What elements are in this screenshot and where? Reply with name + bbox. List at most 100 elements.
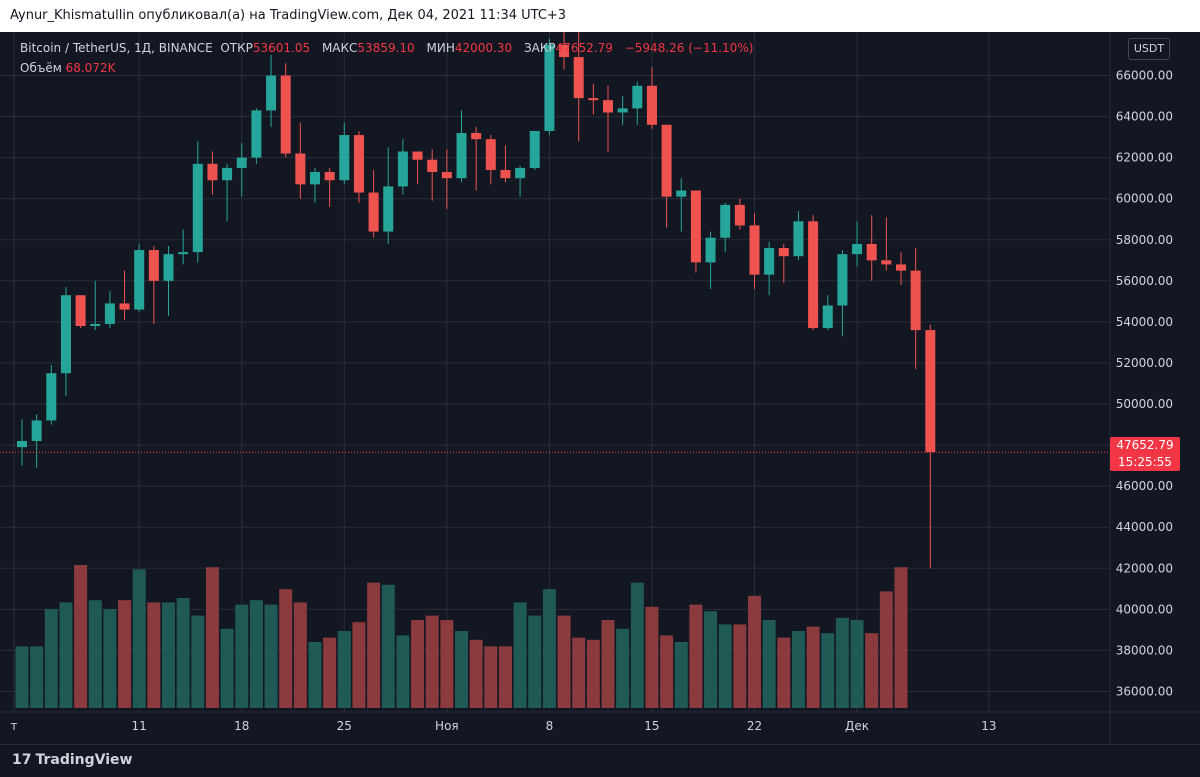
candle-body [295,153,306,185]
volume-bar [689,604,703,708]
x-tick-label: Ноя [435,719,459,733]
volume-bar [191,615,205,708]
candle-body [280,75,291,154]
y-tick-label: 60000.00 [1116,192,1173,206]
volume-bar [586,639,600,708]
volume-bar [630,582,644,708]
y-tick-label: 62000.00 [1116,151,1173,165]
legend-volume-row: Объём 68.072K [20,58,761,78]
volume-bar [425,615,439,708]
volume-bar [118,600,132,708]
tradingview-logo[interactable]: 17 TradingView [12,750,132,770]
volume-bar [528,615,542,708]
candle-body [617,108,628,113]
x-tick-label: Дек [845,719,869,733]
y-tick-label: 52000.00 [1116,356,1173,370]
x-tick-label: 22 [747,719,762,733]
chart-area[interactable]: 66000.00 64000.00 62000.00 60000.00 58000.00… [0,32,1200,744]
candle-body [588,98,599,101]
volume-bar [176,598,190,708]
y-tick-label: 66000.00 [1116,69,1173,83]
volume-bar [293,602,307,708]
candle-body [852,243,863,255]
publisher-bar: Aynur_Khismatullin опубликовал(а) на Tra… [0,0,1200,32]
legend-close-value: 47652.79 [555,41,613,55]
volume-bar [249,600,263,708]
y-tick-label: 36000.00 [1116,684,1173,698]
candle-body [383,186,394,232]
x-tick-label: 15 [644,719,659,733]
volume-bar [205,567,219,708]
candle-body [705,237,716,263]
bottom-bar: 17 TradingView [0,744,1200,777]
candle-body [896,264,906,271]
volume-bar [806,626,820,708]
volume-bar [748,595,761,708]
candle-body [310,172,320,185]
volume-bar [572,637,586,708]
volume-bar [15,646,29,708]
volume-bar [337,631,351,708]
volume-bar [616,628,630,708]
volume-bar [74,565,88,708]
legend-ohlc-row: Bitcoin / TetherUS, 1Д, BINANCE ОТКР5360… [20,38,761,58]
volume-bar [455,631,468,708]
currency-button[interactable]: USDT [1128,38,1170,60]
volume-bar [103,609,117,708]
candle-body [339,135,350,181]
volume-bar [235,604,249,708]
volume-bar [264,604,278,708]
candle-body [515,167,526,179]
volume-bar [865,633,879,708]
y-tick-label: 42000.00 [1116,561,1173,575]
candle-body [441,172,452,179]
volume-bar [469,639,483,708]
x-tick-label: 13 [981,719,996,733]
candle-body [734,204,745,226]
candle-body [764,247,775,275]
legend-open-value: 53601.05 [252,41,311,55]
candle-body [266,75,277,111]
candle-body [119,303,130,310]
legend-volume-label[interactable]: Объём [20,61,62,75]
candle-body [808,221,819,329]
candle-body [31,420,42,441]
candle-body [749,225,760,275]
candle-body [676,190,687,197]
candle-body [778,247,789,257]
candle-body [471,133,482,140]
legend-symbol[interactable]: Bitcoin / TetherUS, 1Д, BINANCE [20,41,213,55]
volume-bar [850,620,864,708]
candle-body [178,252,189,255]
candle-body [236,157,247,168]
legend-volume-value: 68.072K [65,61,116,75]
volume-bar [645,606,659,708]
y-tick-label: 46000.00 [1116,479,1173,493]
volume-bar [352,622,366,708]
candle-body [134,250,145,310]
candle-body [661,124,672,197]
candle-body [925,330,936,453]
candle-body [603,100,613,113]
candle-body [573,57,584,99]
volume-bar [879,591,893,708]
volume-bar [381,584,395,708]
legend-open-label: ОТКР [220,41,253,55]
y-tick-label: 64000.00 [1116,110,1173,124]
candle-body [632,85,643,109]
x-tick-label: 11 [132,719,147,733]
volume-bar [762,620,776,708]
candle-body [690,190,701,263]
volume-bar [59,602,73,708]
volume-bar [601,620,615,708]
candlestick-chart[interactable]: 66000.00 64000.00 62000.00 60000.00 58000.00… [0,32,1200,744]
publisher-line: Aynur_Khismatullin опубликовал(а) на Tra… [10,8,567,23]
candle-body [529,130,540,168]
candle-body [822,305,833,329]
volume-bar [440,620,454,708]
volume-bar [777,637,791,708]
volume-bar [498,646,512,708]
candle-body [75,295,86,327]
candle-body [368,192,379,232]
x-tick-label: т [11,719,18,733]
